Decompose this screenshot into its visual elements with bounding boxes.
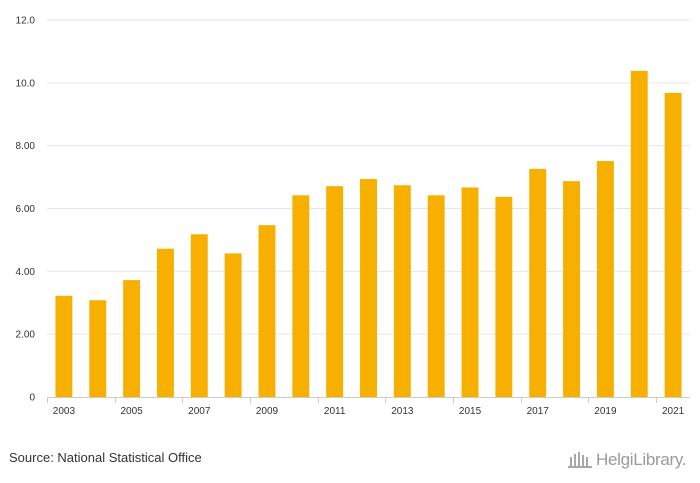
x-tick-label: 2019 (594, 406, 617, 417)
x-tick-label: 2013 (391, 406, 414, 417)
bar-2011 (326, 186, 344, 397)
x-tick-label: 2005 (120, 406, 143, 417)
y-tick-label: 2.00 (16, 330, 36, 341)
y-tick-label: 12.0 (16, 16, 36, 27)
bar-2010 (292, 195, 310, 397)
bars (55, 70, 682, 398)
library-building-icon (568, 452, 592, 468)
bar-2004 (89, 300, 107, 397)
bar-2009 (258, 225, 276, 397)
bar-2014 (427, 195, 445, 397)
bar-2007 (190, 234, 208, 397)
bar-2019 (596, 161, 614, 397)
x-tick-label: 2003 (53, 406, 76, 417)
bar-2003 (55, 295, 73, 397)
x-tick-label: 2015 (459, 406, 482, 417)
bar-2020 (630, 70, 648, 398)
y-tick-label: 0 (29, 393, 35, 404)
y-tick-label: 6.00 (16, 204, 36, 215)
bar-2013 (393, 185, 411, 397)
x-tick-label: 2021 (662, 406, 685, 417)
y-tick-label: 4.00 (16, 267, 36, 278)
bar-2006 (156, 248, 174, 397)
bar-2005 (123, 280, 141, 397)
helgi-library-logo: HelgiLibrary. (568, 449, 687, 471)
bar-2015 (461, 187, 479, 397)
bar-2012 (360, 178, 377, 397)
x-tick-label: 2011 (324, 406, 346, 417)
y-axis-ticks: 0 2.00 4.00 6.00 8.00 10.0 12.0 (16, 16, 36, 404)
x-tick-label: 2007 (188, 406, 211, 417)
source-note: Source: National Statistical Office (9, 450, 202, 465)
y-tick-label: 8.00 (16, 141, 36, 152)
bar-2008 (224, 253, 242, 397)
x-axis-ticks: 2003 2005 2007 2009 2011 2013 2015 2017 2019 2021 (47, 397, 690, 417)
bar-2017 (529, 168, 547, 397)
x-tick-label: 2017 (527, 406, 550, 417)
bar-2021 (664, 92, 682, 398)
bar-2016 (495, 196, 513, 397)
y-tick-label: 10.0 (16, 78, 36, 89)
logo-text: HelgiLibrary. (596, 450, 687, 469)
x-tick-label: 2009 (256, 406, 279, 417)
bar-2018 (563, 181, 581, 397)
